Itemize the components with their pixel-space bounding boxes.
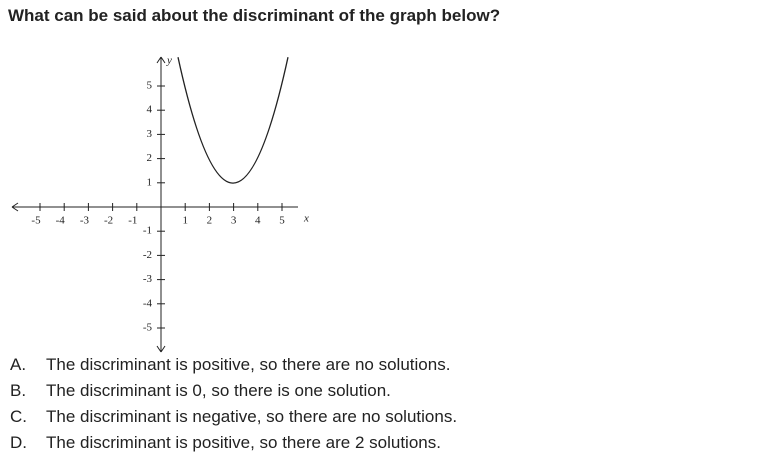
choice[interactable]: D. The discriminant is positive, so there… bbox=[10, 433, 441, 453]
y-tick-label: -1 bbox=[143, 225, 152, 237]
y-axis-label: y bbox=[166, 55, 172, 67]
arrow bbox=[11, 202, 19, 212]
choice-text: The discriminant is positive, so there a… bbox=[46, 355, 451, 374]
x-tick-label: -4 bbox=[56, 215, 66, 227]
choice-letter: A. bbox=[10, 355, 27, 374]
y-tick-label: 5 bbox=[147, 80, 153, 92]
choice[interactable]: A. The discriminant is positive, so there… bbox=[10, 355, 450, 375]
choice-text: The discriminant is positive, so there a… bbox=[46, 433, 441, 452]
x-axis-label: x bbox=[303, 213, 309, 225]
x-tick-label: -1 bbox=[128, 215, 137, 227]
x-tick-label: -2 bbox=[104, 215, 113, 227]
choice-letter: D. bbox=[10, 433, 27, 452]
x-tick-label: 5 bbox=[279, 215, 285, 227]
x-tick-label: 4 bbox=[255, 215, 261, 227]
y-tick-label: 1 bbox=[147, 176, 153, 188]
x-tick-label: 2 bbox=[207, 215, 213, 227]
y-tick-label: -3 bbox=[143, 273, 153, 285]
choice[interactable]: C. The discriminant is negative, so there… bbox=[10, 407, 457, 427]
x-tick-label: -3 bbox=[80, 215, 90, 227]
y-tick-label: 4 bbox=[147, 104, 153, 116]
x-tick-label: 3 bbox=[231, 215, 237, 227]
choice-letter: C. bbox=[10, 407, 27, 426]
arrow bbox=[156, 56, 166, 353]
y-tick-label: 2 bbox=[147, 152, 153, 164]
question: What can be said about the discriminant … bbox=[8, 6, 501, 25]
choice-letter: B. bbox=[10, 381, 27, 400]
y-tick-label: -4 bbox=[143, 297, 153, 309]
parabola bbox=[177, 57, 289, 184]
graph: x y -5 -4 -3 -2 -1 1 2 3 4 5 -5 -4 -3 -2 -1 1 2 3 4 5 bbox=[11, 55, 309, 353]
y-tick-label: -5 bbox=[143, 322, 153, 334]
choice-text: The discriminant is 0, so there is one s… bbox=[46, 381, 391, 400]
x-tick-label: -5 bbox=[31, 215, 41, 227]
y-tick-label: 3 bbox=[147, 128, 153, 140]
x-tick-label: 1 bbox=[182, 215, 188, 227]
choice[interactable]: B. The discriminant is 0, so there is one… bbox=[10, 381, 391, 401]
choice-text: The discriminant is negative, so there a… bbox=[46, 407, 458, 426]
y-tick-label: -2 bbox=[143, 249, 152, 261]
